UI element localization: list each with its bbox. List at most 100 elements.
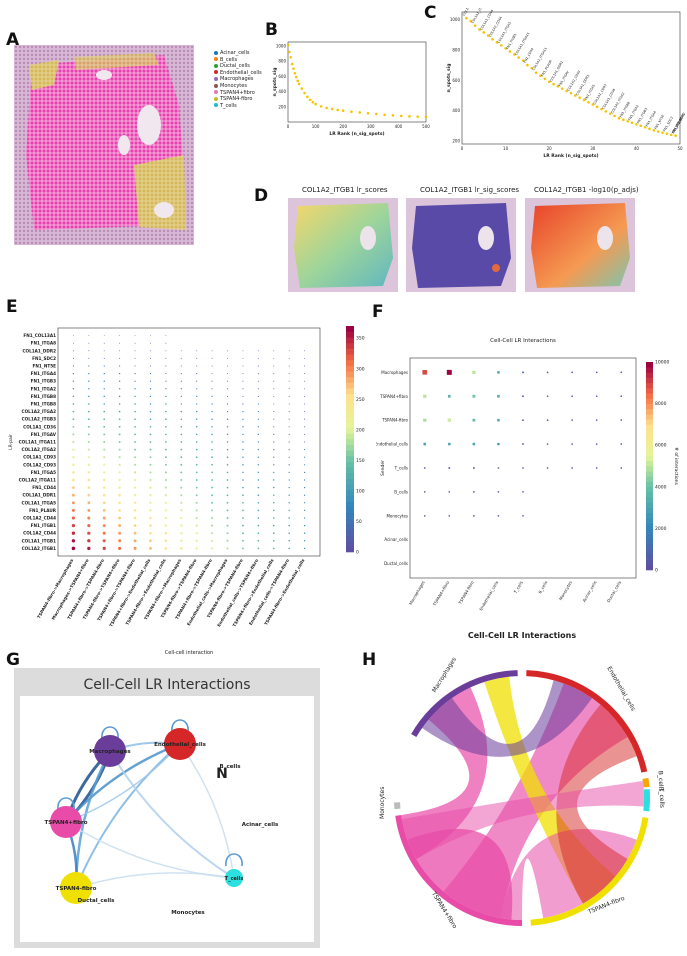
- panel-d-title-2: COL1A2_ITGB1 lr_sig_scores: [420, 186, 520, 194]
- panel-label-b: B: [265, 20, 278, 40]
- e-colorbar-segment: [346, 354, 354, 361]
- f-dot: [522, 515, 524, 517]
- e-dot: [242, 532, 244, 535]
- e-dot: [180, 403, 182, 405]
- e-dot: [164, 463, 167, 466]
- e-dot: [304, 456, 306, 458]
- e-dot: [149, 539, 152, 543]
- e-dot: [288, 441, 290, 443]
- panel-e-dotplot: FN1_COL13A1 FN1_ITGA8 COL1A1_DDR2 FN1_SDC2 F…: [6, 318, 380, 658]
- e-dot: [164, 448, 167, 451]
- e-dot: [211, 456, 213, 459]
- e-dot: [304, 418, 306, 420]
- e-colorbar-segment: [346, 512, 354, 519]
- e-dot: [288, 547, 290, 550]
- e-dot: [149, 471, 152, 474]
- e-dot: [149, 456, 152, 459]
- data-point: [600, 107, 603, 111]
- panel-label-f: F: [372, 302, 384, 322]
- e-y-tick-label: COL1A2_CD44: [23, 531, 56, 536]
- e-dot: [149, 373, 152, 375]
- data-point: [288, 50, 291, 54]
- data-point: [665, 132, 669, 135]
- e-dot: [211, 516, 214, 520]
- f-dot: [620, 443, 623, 445]
- e-dot: [288, 509, 290, 512]
- f-dot: [448, 515, 451, 517]
- e-dot: [226, 426, 229, 428]
- h-ribbon: [556, 704, 637, 904]
- e-dot: [211, 418, 213, 420]
- e-dot: [88, 350, 90, 352]
- f-dot: [472, 418, 476, 422]
- e-dot: [164, 539, 168, 543]
- e-y-tick-label: COL1A2_ITGA2: [22, 447, 57, 452]
- data-point: [482, 31, 486, 34]
- h-arc-label: Monocytes: [379, 787, 386, 819]
- f-dot: [447, 394, 451, 398]
- f-dot: [423, 442, 427, 446]
- panel-h-chord: Cell-Cell LR Interactions Macrophages Endo…: [370, 628, 684, 952]
- e-dot: [272, 517, 275, 519]
- f-receiver-label: Ductal_cells: [606, 580, 622, 603]
- data-point: [560, 87, 564, 90]
- e-dot: [180, 501, 183, 504]
- f-dot: [595, 443, 598, 445]
- e-dot: [196, 357, 198, 359]
- e-y-tick-label: COL1A2_ITGB1: [22, 546, 57, 551]
- e-dot: [288, 433, 290, 435]
- e-dot: [304, 433, 306, 435]
- e-colorbar-segment: [346, 359, 354, 366]
- e-dot: [71, 493, 75, 497]
- e-dot: [149, 350, 151, 352]
- e-dot: [288, 502, 290, 504]
- network-node: [225, 869, 243, 887]
- network-self-loop: [225, 853, 243, 867]
- e-y-tick-label: FN1_CD44: [32, 485, 56, 490]
- legend-a-item: Endothelial_cells: [214, 70, 262, 76]
- e-dot: [149, 547, 152, 550]
- e-dot: [71, 501, 75, 505]
- data-point: [350, 110, 353, 114]
- e-dot: [118, 425, 121, 428]
- chart-c-svg: 0 10 20 30 40 50 200 400 600 800 1000 LR Rank (n_si…: [446, 0, 686, 159]
- e-dot: [149, 403, 152, 405]
- e-dot: [273, 464, 275, 466]
- x-tick-label: 0: [287, 124, 290, 129]
- e-colorbar-segment: [346, 348, 354, 355]
- x-tick-label: 40: [634, 146, 640, 151]
- e-dot: [118, 463, 121, 466]
- e-dot: [303, 517, 306, 519]
- e-dot: [196, 410, 198, 413]
- e-dot: [257, 539, 260, 542]
- e-dot: [195, 433, 198, 436]
- e-dot: [288, 411, 290, 413]
- f-dot: [571, 371, 573, 374]
- legend-a-swatch: [214, 57, 218, 62]
- e-dot: [242, 418, 244, 420]
- e-colorbar-segment: [346, 376, 354, 383]
- e-dot: [211, 426, 213, 428]
- e-dot: [149, 433, 152, 436]
- e-dot: [195, 479, 198, 481]
- f-receiver-label: Endothelial_cells: [478, 580, 499, 611]
- f-dot: [497, 442, 500, 446]
- e-dot: [242, 388, 244, 390]
- e-dot: [118, 501, 121, 505]
- f-dot: [447, 442, 451, 446]
- e-dot: [165, 395, 167, 398]
- f-colorbar-segment: [646, 471, 653, 477]
- f-colorbar-segment: [646, 476, 653, 482]
- e-y-tick-label: FN1_ITGB8: [31, 394, 56, 399]
- e-dot: [134, 350, 136, 352]
- legend-a-swatch: [214, 63, 218, 68]
- e-dot: [119, 380, 121, 382]
- e-dot: [165, 350, 167, 352]
- e-dot: [164, 531, 168, 535]
- chart-h-svg: Cell-Cell LR Interactions Macrophages Endo…: [379, 631, 665, 930]
- e-dot: [88, 395, 90, 398]
- e-dot: [304, 365, 306, 367]
- axes-frame: [461, 11, 681, 145]
- panel-label-e: E: [6, 297, 18, 317]
- e-y-tick-label: COL1A1_ITGA11: [19, 440, 56, 445]
